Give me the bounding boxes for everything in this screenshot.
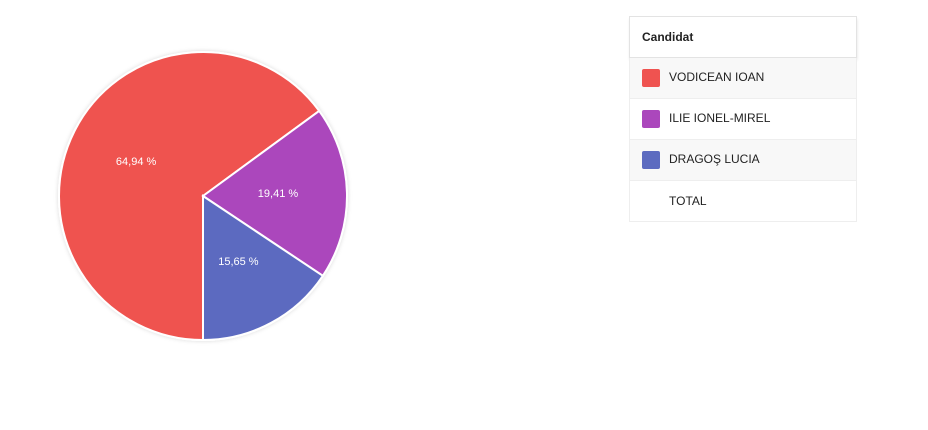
legend-cell: TOTAL xyxy=(629,180,857,222)
legend-swatch xyxy=(642,110,660,128)
legend-table: Candidat VODICEAN IOAN ILIE IONEL-MIREL DR… xyxy=(629,16,857,222)
pie-slice xyxy=(201,109,348,278)
slice-label: 19,41 % xyxy=(258,188,299,200)
legend-swatch xyxy=(642,69,660,87)
legend-label: VODICEAN IOAN xyxy=(669,70,765,85)
legend-cell: VODICEAN IOAN xyxy=(629,57,857,99)
legend-cell: DRAGOŞ LUCIA xyxy=(629,139,857,181)
legend-label: ILIE IONEL-MIREL xyxy=(669,111,771,126)
pie-slice xyxy=(58,51,321,342)
slices xyxy=(58,51,348,342)
legend-row: TOTAL xyxy=(629,180,857,222)
legend-cell: ILIE IONEL-MIREL xyxy=(629,98,857,140)
pie-chart: 64,94 % 19,41 % 15,65 % xyxy=(58,51,348,342)
pie-slice xyxy=(202,194,325,342)
legend-swatch xyxy=(642,151,660,169)
legend-body: VODICEAN IOAN ILIE IONEL-MIREL DRAGOŞ LUCI… xyxy=(629,57,857,222)
slice-label: 15,65 % xyxy=(218,256,259,268)
legend-label: DRAGOŞ LUCIA xyxy=(669,152,760,167)
legend-row: ILIE IONEL-MIREL xyxy=(629,98,857,140)
legend-header: Candidat xyxy=(629,16,857,58)
legend-row: VODICEAN IOAN xyxy=(629,57,857,99)
slice-label: 64,94 % xyxy=(116,156,157,168)
legend-row: DRAGOŞ LUCIA xyxy=(629,139,857,181)
legend-label: TOTAL xyxy=(669,194,707,208)
